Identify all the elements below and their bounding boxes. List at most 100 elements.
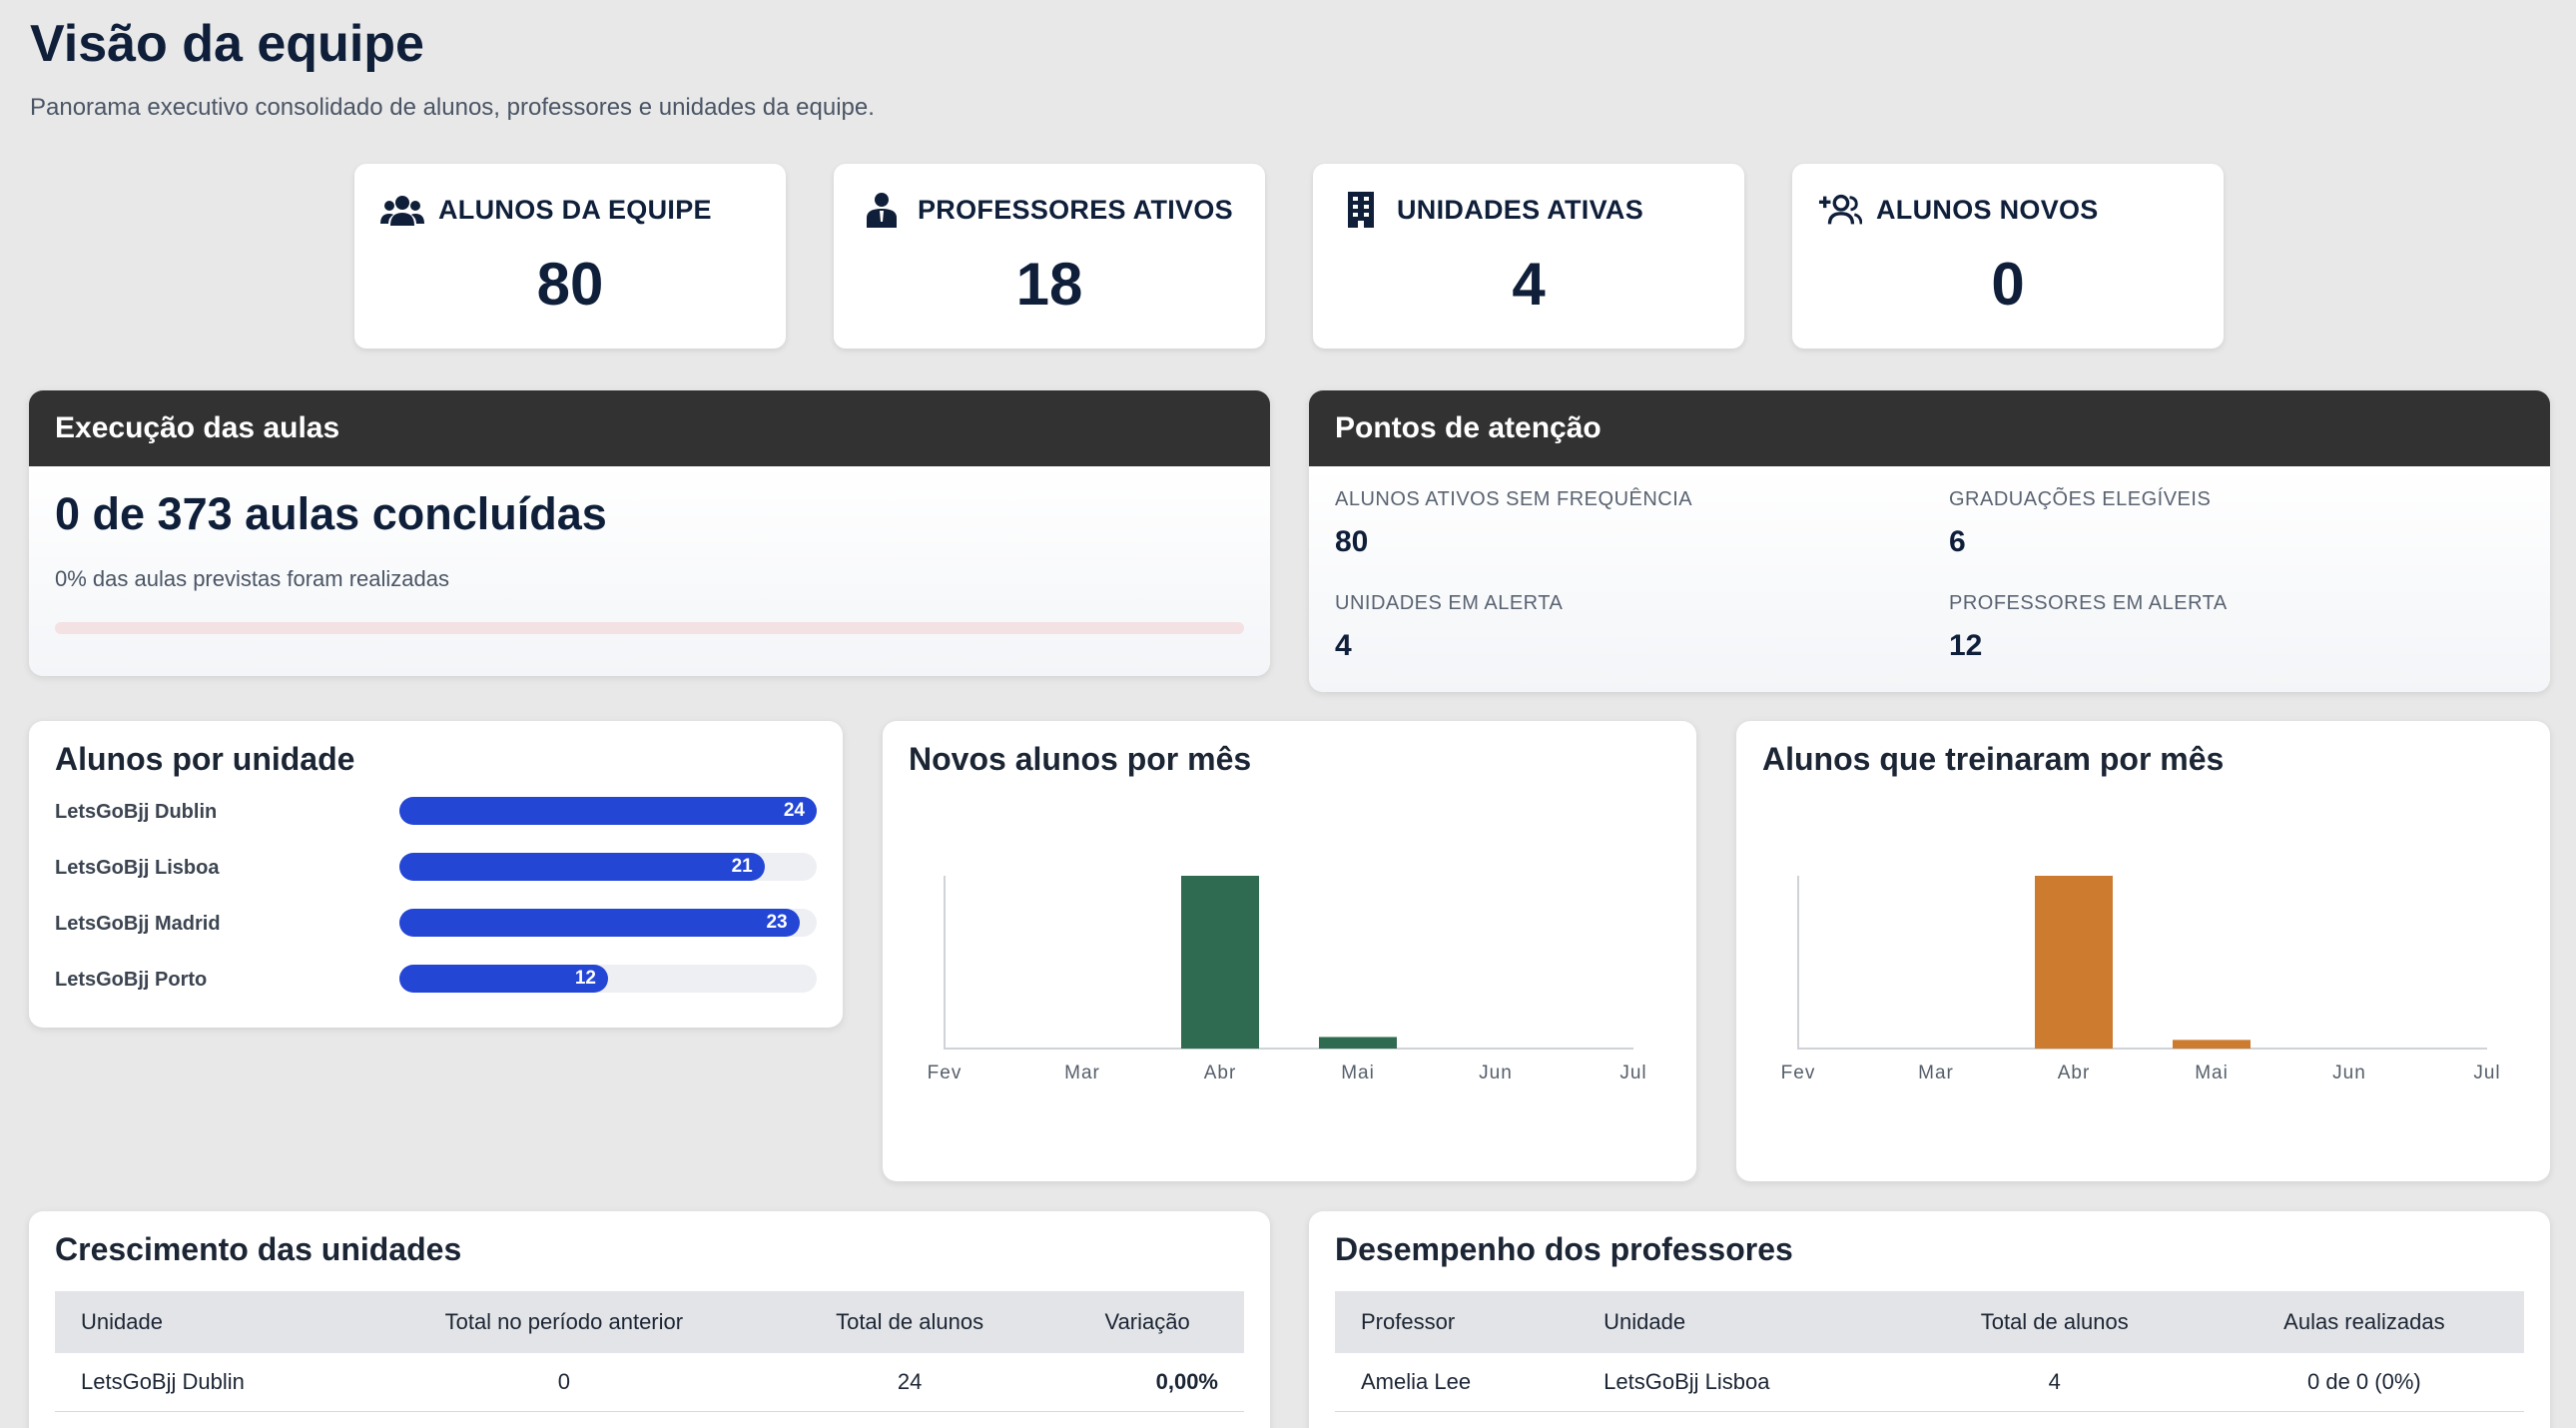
column-header[interactable]: Total de alunos [768, 1291, 1051, 1353]
unit-bar-fill: 21 [399, 853, 765, 881]
students-by-unit-title: Alunos por unidade [55, 741, 355, 777]
attention-value: 80 [1335, 525, 1369, 558]
unit-bar-track: 23 [399, 909, 817, 937]
x-tick-label: Jun [2332, 1063, 2366, 1083]
unit-bar-label: LetsGoBjj Madrid [55, 913, 221, 935]
chart-title: Alunos que treinaram por mês [1762, 741, 2225, 777]
students-by-unit-card: Alunos por unidade LetsGoBjj Dublin 24 L… [29, 721, 843, 1028]
attention-label: PROFESSORES EM ALERTA [1949, 592, 2228, 614]
attention-value: 4 [1335, 629, 1352, 662]
table-cell: 0 de 0 (0%) [2204, 1353, 2524, 1412]
kpi-card-students: ALUNOS DA EQUIPE 80 [354, 164, 786, 349]
unit-bar-value: 24 [783, 800, 805, 821]
growth-title: Crescimento das unidades [55, 1231, 462, 1267]
page-title: Visão da equipe [30, 15, 424, 73]
unit-bar-track: 24 [399, 797, 817, 825]
chart-bar[interactable] [2173, 1040, 2251, 1049]
attention-label: ALUNOS ATIVOS SEM FREQUÊNCIA [1335, 488, 1693, 510]
x-tick-label: Jul [2473, 1063, 2500, 1083]
attention-item: ALUNOS ATIVOS SEM FREQUÊNCIA 80 [1335, 488, 1692, 559]
x-tick-label: Abr [2058, 1063, 2091, 1083]
x-tick-label: Mar [1918, 1063, 1954, 1083]
kpi-label: PROFESSORES ATIVOS [918, 194, 1233, 225]
teachers-title: Desempenho dos professores [1335, 1231, 1793, 1267]
table-cell: LetsGoBjj Lisboa [1578, 1353, 1905, 1412]
unit-bar-label: LetsGoBjj Dublin [55, 801, 218, 823]
attention-value: 6 [1949, 525, 1966, 558]
x-tick-label: Mai [1341, 1063, 1375, 1083]
attention-item: GRADUAÇÕES ELEGÍVEIS 6 [1949, 488, 2211, 559]
table-cell: LetsGoBjj Dublin [55, 1353, 359, 1412]
column-header[interactable]: Aulas realizadas [2204, 1291, 2524, 1353]
teacher-icon [860, 190, 904, 230]
kpi-label: ALUNOS DA EQUIPE [438, 194, 712, 225]
column-header[interactable]: Unidade [1578, 1291, 1905, 1353]
table-row[interactable]: Amelia Lee LetsGoBjj Lisboa 4 0 de 0 (0%… [1335, 1353, 2524, 1412]
attention-label: GRADUAÇÕES ELEGÍVEIS [1949, 488, 2212, 510]
unit-bar-track: 21 [399, 853, 817, 881]
table-header-row: Professor Unidade Total de alunos Aulas … [1335, 1291, 2524, 1353]
new-students-chart-card: Novos alunos por mês Fev Mar Abr Mai Jun Jul [883, 721, 1696, 1181]
kpi-card-new-students: ALUNOS NOVOS 0 [1792, 164, 2224, 349]
kpi-value: 0 [1991, 251, 2025, 318]
unit-bar-value: 12 [574, 968, 596, 989]
unit-bar-row: LetsGoBjj Madrid 23 [55, 909, 817, 939]
x-tick-label: Abr [1204, 1063, 1237, 1083]
chart-bar[interactable] [2035, 876, 2113, 1049]
user-plus-icon [1818, 190, 1862, 230]
teachers-table-card: Desempenho dos professores Professor Uni… [1309, 1211, 2550, 1428]
kpi-value: 4 [1512, 251, 1546, 318]
kpi-value: 18 [1015, 251, 1083, 318]
kpi-label: ALUNOS NOVOS [1876, 194, 2099, 225]
kpi-value: 80 [536, 251, 604, 318]
page-subtitle: Panorama executivo consolidado de alunos… [30, 94, 875, 121]
table-row[interactable]: LetsGoBjj Dublin 0 24 0,00% [55, 1353, 1244, 1412]
table-cell: 4 [1904, 1353, 2205, 1412]
chart-title: Novos alunos por mês [909, 741, 1252, 777]
trained-students-chart-card: Alunos que treinaram por mês Fev Mar Abr Ma… [1736, 721, 2550, 1181]
execution-headline: 0 de 373 aulas concluídas [55, 488, 607, 539]
attention-label: UNIDADES EM ALERTA [1335, 592, 1564, 614]
chart-bar[interactable] [1319, 1037, 1397, 1049]
column-header[interactable]: Unidade [55, 1291, 359, 1353]
x-tick-label: Fev [928, 1063, 963, 1083]
table-header-row: Unidade Total no período anterior Total … [55, 1291, 1244, 1353]
teachers-table: Professor Unidade Total de alunos Aulas … [1335, 1291, 2524, 1412]
unit-bar-row: LetsGoBjj Dublin 24 [55, 797, 817, 827]
column-header[interactable]: Total no período anterior [358, 1291, 769, 1353]
chart-axis [944, 876, 1633, 1050]
x-tick-label: Jul [1619, 1063, 1646, 1083]
column-header[interactable]: Total de alunos [1904, 1291, 2205, 1353]
new-students-chart: Fev Mar Abr Mai Jun Jul [928, 876, 1646, 1083]
unit-bar-label: LetsGoBjj Porto [55, 969, 208, 991]
unit-bar-value: 21 [731, 856, 753, 877]
table-cell: 24 [768, 1353, 1051, 1412]
chart-bar[interactable] [1181, 876, 1259, 1049]
attention-value: 12 [1949, 629, 1983, 662]
unit-bar-fill: 12 [399, 965, 608, 993]
x-tick-label: Mar [1064, 1063, 1100, 1083]
kpi-card-teachers: PROFESSORES ATIVOS 18 [834, 164, 1265, 349]
table-cell: 0 [358, 1353, 769, 1412]
table-cell: Amelia Lee [1335, 1353, 1579, 1412]
column-header[interactable]: Variação [1050, 1291, 1244, 1353]
kpi-label: UNIDADES ATIVAS [1397, 194, 1644, 225]
unit-bar-fill: 24 [399, 797, 817, 825]
chart-axis [1797, 876, 2487, 1050]
attention-item: PROFESSORES EM ALERTA 12 [1949, 592, 2228, 663]
execution-subtext: 0% das aulas previstas foram realizadas [55, 566, 449, 591]
unit-bar-value: 23 [766, 912, 788, 933]
execution-title: Execução das aulas [29, 390, 1270, 466]
users-icon [380, 190, 424, 230]
execution-progress-bar [55, 622, 1244, 634]
unit-bar-row: LetsGoBjj Lisboa 21 [55, 853, 817, 883]
column-header[interactable]: Professor [1335, 1291, 1579, 1353]
x-tick-label: Fev [1781, 1063, 1816, 1083]
growth-table-card: Crescimento das unidades Unidade Total n… [29, 1211, 1270, 1428]
trained-students-chart: Fev Mar Abr Mai Jun Jul [1781, 876, 2500, 1083]
attention-title: Pontos de atenção [1309, 390, 2550, 466]
attention-panel: Pontos de atenção ALUNOS ATIVOS SEM FREQ… [1309, 390, 2550, 692]
unit-bar-fill: 23 [399, 909, 800, 937]
building-icon [1339, 190, 1383, 230]
table-cell: 0,00% [1050, 1353, 1244, 1412]
